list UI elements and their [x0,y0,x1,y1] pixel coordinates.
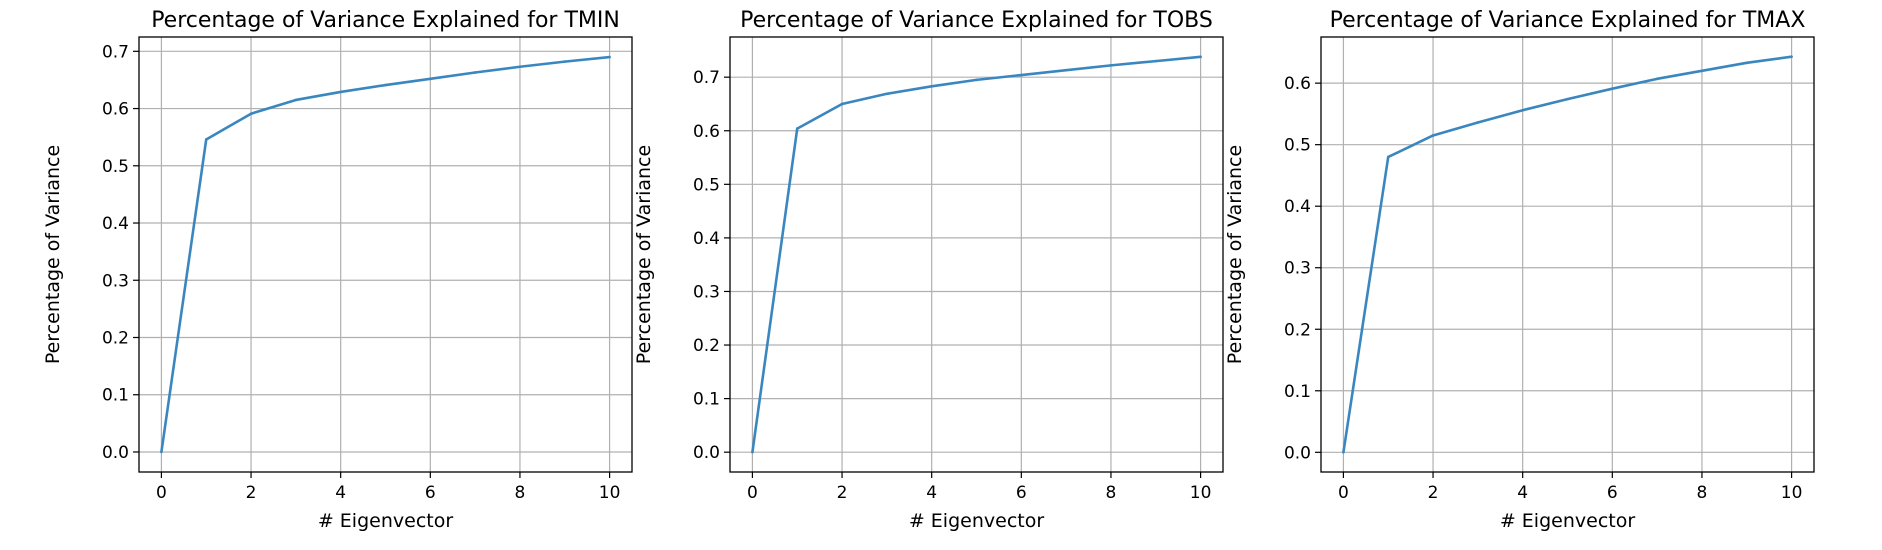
data-point [1521,108,1524,112]
y-tick-label: 0.2 [102,328,129,348]
chart-title: Percentage of Variance Explained for TMI… [151,8,620,33]
x-tick-label: 0 [156,483,167,503]
y-tick-label: 0.4 [102,214,129,234]
data-point [1342,451,1345,454]
y-tick-label: 0.1 [102,386,129,406]
x-axis-label: # Eigenvector [1500,510,1635,532]
x-tick-label: 10 [1190,483,1212,503]
y-tick-label: 0.0 [102,443,129,463]
chart-title: Percentage of Variance Explained for TMA… [1330,8,1806,33]
x-tick-label: 6 [425,483,436,503]
x-tick-label: 8 [1106,483,1117,503]
y-tick-label: 0.1 [1284,382,1311,402]
data-point [840,102,844,106]
x-tick-label: 2 [837,483,848,503]
data-point [204,138,208,141]
y-tick-label: 0.3 [102,271,129,291]
x-axis-label: # Eigenvector [318,510,453,532]
x-tick-label: 0 [1338,483,1349,503]
y-tick-label: 0.6 [102,100,129,120]
data-point [294,98,298,102]
y-tick-label: 0.5 [693,175,720,195]
data-point [608,55,611,59]
data-point [1745,61,1749,65]
y-tick-label: 0.7 [693,68,720,88]
data-point [1476,121,1480,124]
y-axis-label: Percentage of Variance [42,145,64,364]
y-tick-label: 0.2 [1284,320,1311,340]
data-point [1700,69,1704,73]
chart-1: 0 2 4 6 8 10 0.0 0.1 0.2 0.3 0.4 0.5 0.6 0.7 Percentag… [633,8,1224,532]
x-tick-label: 0 [747,483,758,503]
x-tick-label: 6 [1016,483,1027,503]
x-tick-label: 8 [1697,483,1708,503]
data-point [160,450,163,454]
x-tick-label: 4 [1517,483,1528,503]
data-point [1064,68,1068,72]
data-point [563,60,567,63]
y-tick-label: 0.5 [102,157,129,177]
x-tick-label: 2 [1428,483,1439,503]
x-tick-label: 4 [335,483,346,503]
data-point [885,92,889,96]
y-tick-label: 0.3 [1284,259,1311,279]
plot-frame [138,36,633,473]
y-tick-label: 0.5 [1284,136,1311,156]
x-tick-label: 4 [926,483,937,503]
y-tick-label: 0.4 [693,229,720,249]
x-tick-label: 6 [1607,483,1618,503]
data-point [930,84,933,88]
data-point [1199,55,1202,59]
data-point [795,127,799,130]
y-tick-label: 0.3 [693,282,720,302]
data-point [429,77,432,81]
y-tick-label: 0.2 [693,336,720,356]
chart-title: Percentage of Variance Explained for TOB… [740,8,1213,33]
x-tick-label: 10 [599,483,621,503]
data-point [1566,97,1569,101]
y-tick-label: 0.4 [1284,197,1311,217]
x-tick-label: 2 [246,483,257,503]
data-point [1655,77,1659,81]
data-point [339,90,342,94]
data-point [384,83,387,87]
plot-frame [729,36,1224,473]
x-axis-label: # Eigenvector [909,510,1044,532]
data-point [1386,155,1390,159]
data-point [1790,55,1793,58]
y-axis-label: Percentage of Variance [633,145,655,364]
y-tick-label: 0.0 [1284,443,1311,463]
data-point [518,65,522,69]
data-point [1109,64,1113,67]
y-tick-label: 0.1 [693,390,720,410]
plot-frame [1320,36,1815,473]
data-point [1611,87,1614,90]
data-point [975,78,978,82]
data-point [249,112,253,115]
x-tick-label: 8 [515,483,526,503]
x-tick-label: 10 [1781,483,1803,503]
y-axis-label: Percentage of Variance [1224,145,1246,364]
y-tick-label: 0.7 [102,42,129,62]
data-point [1154,59,1158,63]
y-tick-label: 0.6 [693,122,720,142]
data-point [473,71,477,74]
data-point [751,450,754,454]
chart-0: 0 2 4 6 8 10 0.0 0.1 0.2 0.3 0.4 0.5 0.6 0.7 Percentag… [42,8,633,532]
chart-2: 0 2 4 6 8 10 0.0 0.1 0.2 0.3 0.4 0.5 0.6 Percentage o… [1224,8,1815,532]
data-point [1431,134,1435,137]
data-point [1020,73,1023,77]
y-tick-label: 0.6 [1284,74,1311,94]
y-tick-label: 0.0 [693,443,720,463]
